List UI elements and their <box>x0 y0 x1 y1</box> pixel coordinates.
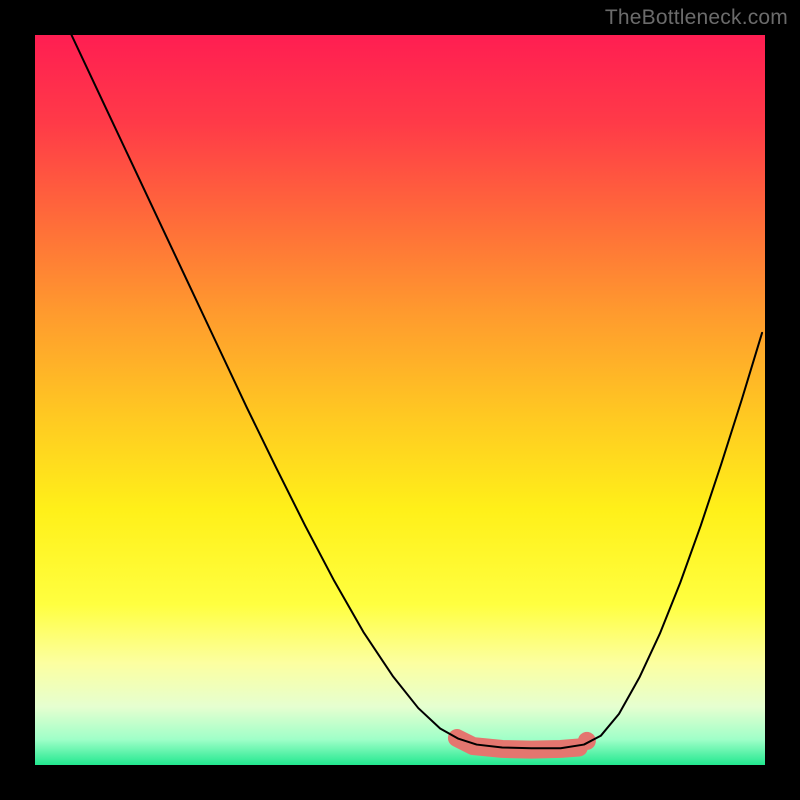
watermark-text: TheBottleneck.com <box>605 6 788 30</box>
plot-area <box>35 35 765 765</box>
chart-svg <box>35 35 765 765</box>
highlight-end-dot <box>578 732 596 750</box>
gradient-background <box>35 35 765 765</box>
chart-container: TheBottleneck.com <box>0 0 800 800</box>
